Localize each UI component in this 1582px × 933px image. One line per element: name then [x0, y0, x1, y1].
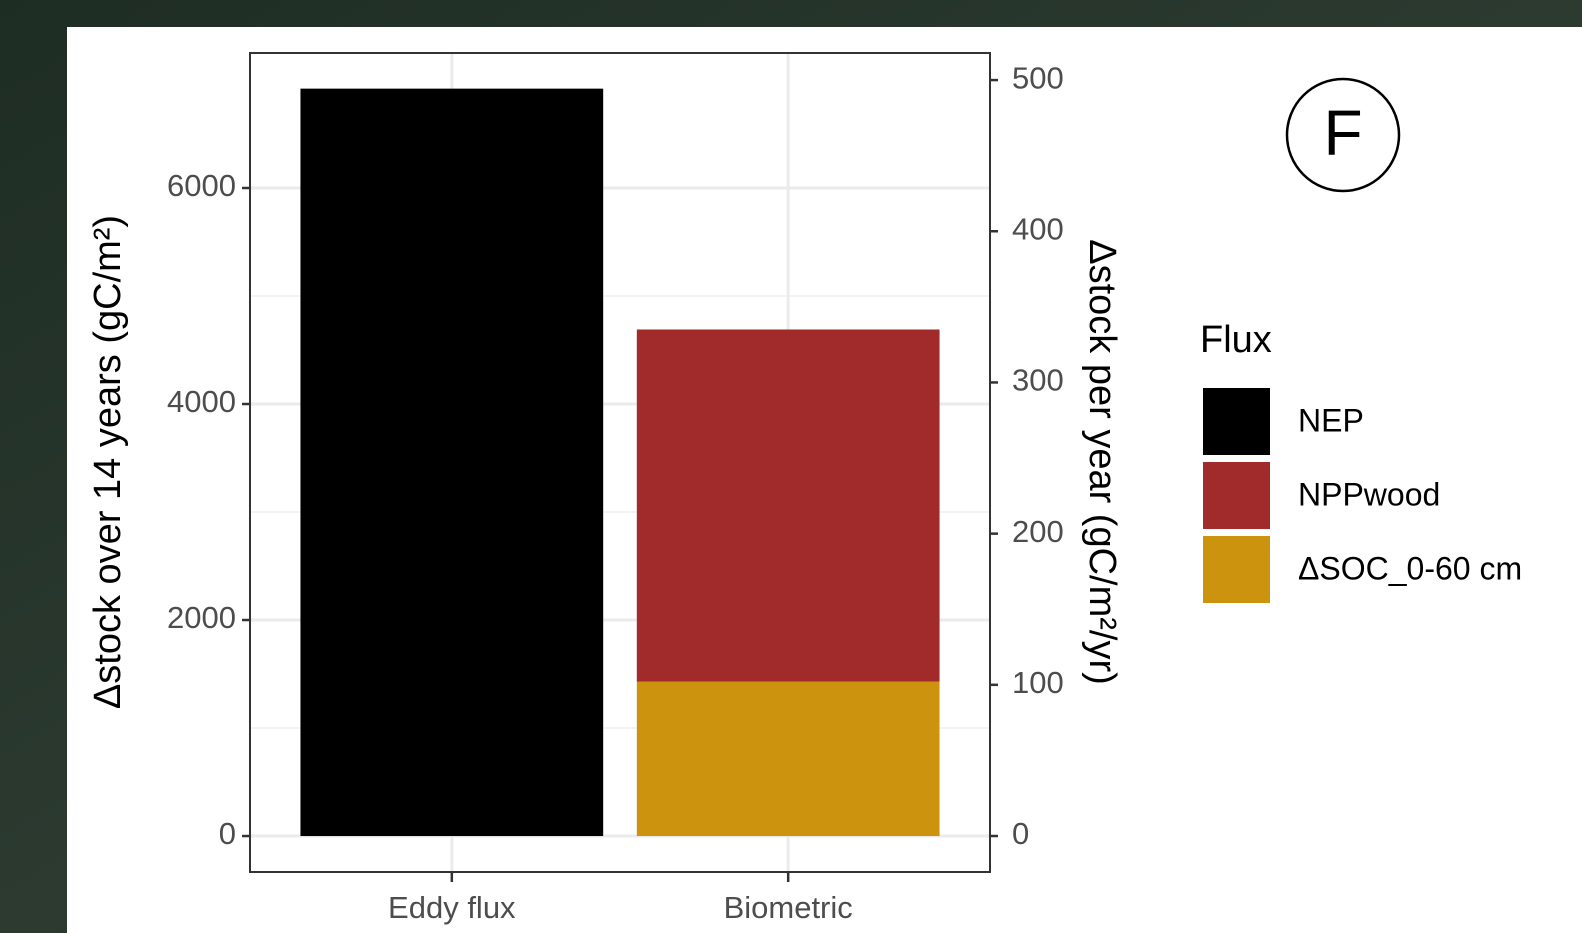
plot-border [249, 52, 991, 873]
y2-tick-label: 300 [1012, 363, 1064, 398]
x-tick-label: Biometric [724, 890, 853, 925]
bar-segment [636, 329, 940, 682]
y2-tick-label: 400 [1012, 211, 1064, 246]
bar-segment [636, 681, 940, 837]
legend-key [1203, 462, 1270, 529]
y-tick-label: 0 [219, 816, 236, 851]
y2-tick-label: 200 [1012, 514, 1064, 549]
bar-segment [300, 88, 604, 837]
legend-title: Flux [1200, 319, 1272, 361]
x-tick-label: Eddy flux [388, 890, 516, 925]
y2-axis-title: Δstock per year (gC/m²/yr) [1081, 239, 1123, 685]
panel-label: F [1323, 97, 1362, 169]
legend-label: ΔSOC_0-60 cm [1298, 550, 1522, 586]
legend-key [1203, 536, 1270, 603]
y2-tick-label: 500 [1012, 60, 1064, 95]
y-tick-label: 2000 [167, 600, 236, 635]
legend-key [1203, 388, 1270, 455]
y2-tick-label: 100 [1012, 665, 1064, 700]
y-axis-title: Δstock over 14 years (gC/m²) [87, 215, 129, 709]
y-tick-label: 4000 [167, 384, 236, 419]
legend-label: NPPwood [1298, 476, 1440, 512]
legend: NEP NPPwood ΔSOC_0-60 cm [1203, 388, 1522, 603]
y-tick-label: 6000 [167, 168, 236, 203]
axes: 0 2000 4000 6000 0 100 200 300 400 500 Eddy flux Bi… [167, 60, 1064, 925]
panel-label-circle [1285, 77, 1401, 193]
bars [300, 88, 940, 837]
y2-tick-label: 0 [1012, 816, 1029, 851]
legend-label: NEP [1298, 402, 1364, 438]
